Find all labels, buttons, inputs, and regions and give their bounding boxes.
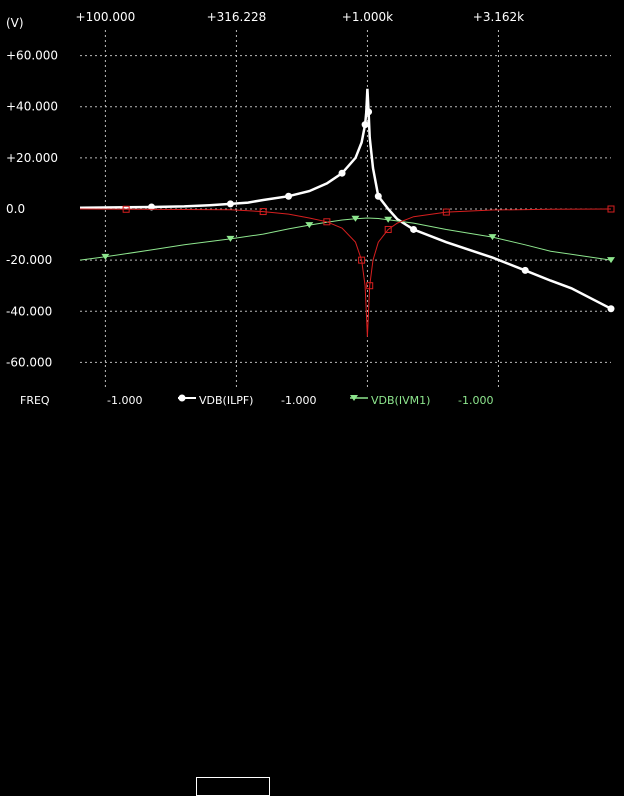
data-point <box>384 216 393 223</box>
x-axis: +100.000 +316.228 +1.000k +3.162k <box>76 10 525 24</box>
series-line <box>79 208 612 337</box>
series-layer <box>79 88 615 337</box>
data-point <box>148 203 156 211</box>
data-point <box>226 200 234 208</box>
series-vdb-ivm1- <box>79 215 615 264</box>
data-point <box>607 305 615 313</box>
data-point <box>323 218 331 226</box>
data-point <box>521 266 529 274</box>
x-tick-label: +1.000k <box>342 10 393 24</box>
y-tick-label: +20.000 <box>6 151 58 165</box>
data-point <box>122 205 130 213</box>
ivm1-legend-marker-icon <box>350 391 370 408</box>
y-axis-label: (V) <box>6 16 24 30</box>
data-point <box>607 257 615 264</box>
data-point <box>374 192 382 200</box>
x-tick-label: +3.162k <box>473 10 524 24</box>
data-point <box>338 169 346 177</box>
y-tick-label: -40.000 <box>6 304 52 318</box>
data-point <box>488 234 497 241</box>
data-point <box>285 192 293 200</box>
y-tick-label: 0.0 <box>6 202 25 216</box>
data-point <box>101 253 110 260</box>
ilpf-legend-box[interactable] <box>196 777 270 796</box>
ivm1-cursor-value: -1.000 <box>458 394 494 407</box>
ilpf-cursor-value: -1.000 <box>281 394 317 407</box>
data-point <box>410 225 418 233</box>
x-tick-label: +316.228 <box>207 10 267 24</box>
ilpf-legend-marker-icon <box>178 391 198 408</box>
ilpf-legend-label: VDB(ILPF) <box>199 394 254 407</box>
freq-cursor-value: -1.000 <box>107 394 143 407</box>
data-point <box>305 222 314 229</box>
data-point <box>351 215 360 222</box>
ivm1-legend-label: VDB(IVM1) <box>371 394 431 407</box>
data-point <box>384 225 392 233</box>
data-point <box>607 205 615 213</box>
data-point <box>226 235 235 242</box>
freq-label: FREQ <box>20 394 50 407</box>
data-point <box>358 256 366 264</box>
x-tick-label: +100.000 <box>76 10 136 24</box>
y-tick-label: +40.000 <box>6 100 58 114</box>
series-line <box>79 217 612 261</box>
y-tick-label: -60.000 <box>6 355 52 369</box>
chart-plot: +100.000 +316.228 +1.000k +3.162k +60.000 +4… <box>6 10 615 388</box>
series-vdb-ilpf- <box>79 88 615 313</box>
y-tick-label: -20.000 <box>6 253 52 267</box>
footer-bar: FREQ -1.000 VDB(ILPF) -1.000 VDB(IVM1) -… <box>0 388 624 796</box>
data-point <box>366 282 374 290</box>
series-red-2 <box>79 205 615 337</box>
grid <box>80 30 611 388</box>
y-tick-label: +60.000 <box>6 49 58 63</box>
y-axis: +60.000 +40.000 +20.000 0.0 -20.000 -40.000 -6… <box>6 49 58 370</box>
data-point <box>442 208 450 216</box>
data-point <box>259 208 267 216</box>
data-point <box>361 121 369 129</box>
data-point <box>365 108 373 116</box>
